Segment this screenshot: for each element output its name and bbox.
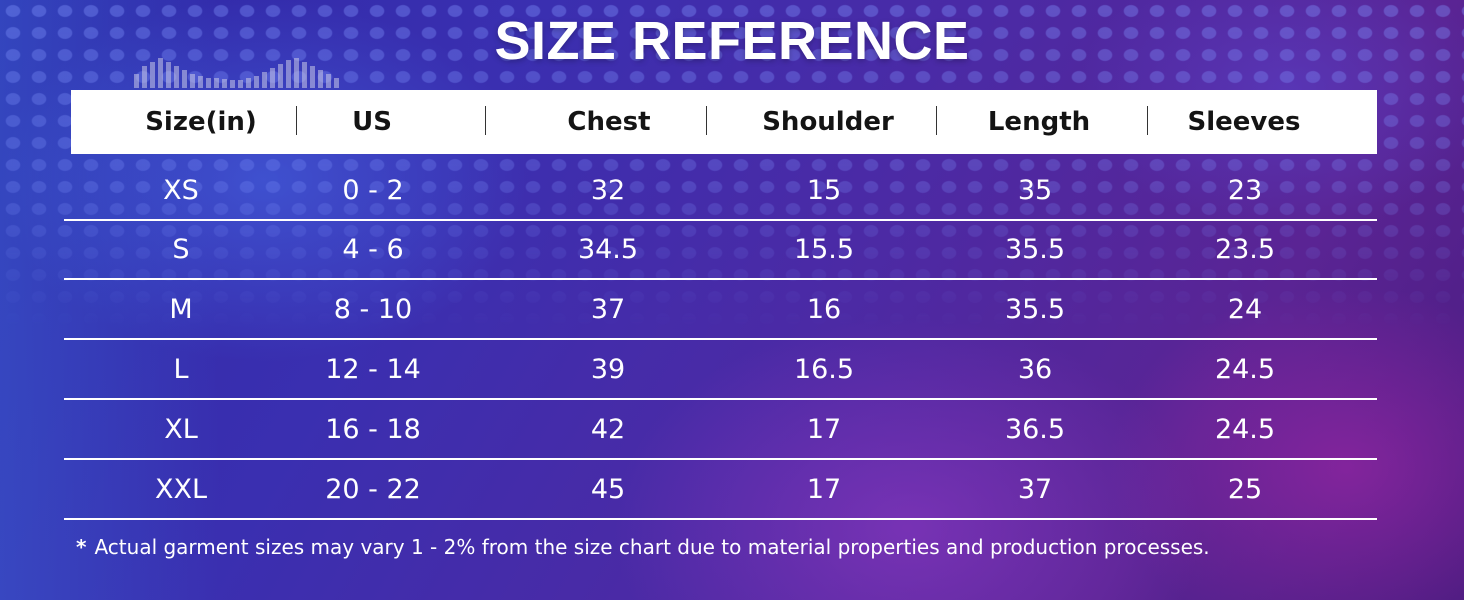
row-divider [64, 338, 1377, 340]
equalizer-bar [310, 66, 315, 88]
table-row: XL 16 - 18 42 17 36.5 24.5 [64, 402, 1377, 460]
cell-sleeves: 24 [1227, 294, 1263, 325]
cell-shoulder: 15.5 [793, 234, 855, 265]
row-divider [64, 398, 1377, 400]
equalizer-bar [246, 78, 251, 88]
cell-us: 4 - 6 [342, 234, 404, 265]
cell-size: XS [163, 175, 199, 206]
cell-us: 20 - 22 [325, 474, 421, 505]
header-shoulder: Shoulder [762, 107, 894, 137]
header-sleeves: Sleeves [1187, 107, 1301, 137]
equalizer-bar [278, 64, 283, 88]
equalizer-bar [142, 66, 147, 88]
table-row: M 8 - 10 37 16 35.5 24 [64, 282, 1377, 340]
cell-sleeves: 24.5 [1214, 354, 1276, 385]
header-divider [706, 106, 707, 135]
equalizer-bar [286, 60, 291, 88]
equalizer-bar [270, 68, 275, 88]
table-row: L 12 - 14 39 16.5 36 24.5 [64, 342, 1377, 400]
equalizer-bar [198, 76, 203, 88]
cell-length: 35.5 [1004, 234, 1066, 265]
equalizer-bar [254, 76, 259, 88]
row-divider [64, 278, 1377, 280]
cell-chest: 42 [590, 414, 626, 445]
equalizer-bar [238, 80, 243, 88]
cell-size: M [169, 294, 193, 325]
cell-length: 35 [1017, 175, 1053, 206]
header-divider [485, 106, 486, 135]
cell-shoulder: 16 [806, 294, 842, 325]
cell-sleeves: 23.5 [1214, 234, 1276, 265]
row-divider [64, 518, 1377, 520]
table-row: XS 0 - 2 32 15 35 23 [64, 163, 1377, 221]
cell-length: 37 [1017, 474, 1053, 505]
cell-us: 0 - 2 [342, 175, 404, 206]
equalizer-bar [334, 78, 339, 88]
table-row: S 4 - 6 34.5 15.5 35.5 23.5 [64, 222, 1377, 280]
equalizer-bar [214, 78, 219, 88]
cell-shoulder: 16.5 [793, 354, 855, 385]
cell-chest: 45 [590, 474, 626, 505]
header-divider [1147, 106, 1148, 135]
footnote: * Actual garment sizes may vary 1 - 2% fr… [76, 535, 1210, 559]
table-row: XXL 20 - 22 45 17 37 25 [64, 462, 1377, 520]
cell-chest: 39 [590, 354, 626, 385]
table-header: Size(in) US Chest Shoulder Length Sleeve… [71, 90, 1377, 154]
equalizer-bar [150, 62, 155, 88]
equalizer-bar [166, 62, 171, 88]
cell-us: 16 - 18 [325, 414, 421, 445]
cell-length: 35.5 [1004, 294, 1066, 325]
header-length: Length [987, 107, 1091, 137]
header-us: US [352, 107, 392, 137]
cell-chest: 37 [590, 294, 626, 325]
footnote-text: Actual garment sizes may vary 1 - 2% fro… [94, 535, 1210, 559]
header-chest: Chest [567, 107, 651, 137]
cell-size: L [173, 354, 189, 385]
cell-shoulder: 17 [806, 414, 842, 445]
cell-us: 12 - 14 [325, 354, 421, 385]
page-title: SIZE REFERENCE [494, 11, 970, 71]
cell-size: XL [164, 414, 198, 445]
equalizer-bar [230, 80, 235, 88]
cell-size: S [172, 234, 190, 265]
dot-pattern-decoration [0, 0, 1464, 330]
equalizer-bar [190, 74, 195, 88]
cell-sleeves: 24.5 [1214, 414, 1276, 445]
header-size: Size(in) [145, 107, 257, 137]
cell-shoulder: 15 [806, 175, 842, 206]
equalizer-bar [326, 74, 331, 88]
cell-chest: 32 [590, 175, 626, 206]
cell-us: 8 - 10 [333, 294, 413, 325]
header-divider [936, 106, 937, 135]
equalizer-decoration [134, 56, 339, 88]
cell-shoulder: 17 [806, 474, 842, 505]
equalizer-bar [294, 58, 299, 88]
equalizer-bar [222, 79, 227, 88]
cell-sleeves: 23 [1227, 175, 1263, 206]
footnote-marker: * [76, 535, 87, 559]
equalizer-bar [174, 66, 179, 88]
cell-length: 36.5 [1004, 414, 1066, 445]
cell-chest: 34.5 [577, 234, 639, 265]
equalizer-bar [182, 70, 187, 88]
equalizer-bar [134, 74, 139, 88]
equalizer-bar [302, 62, 307, 88]
equalizer-bar [318, 70, 323, 88]
cell-size: XXL [154, 474, 208, 505]
row-divider [64, 458, 1377, 460]
equalizer-bar [206, 78, 211, 88]
row-divider [64, 219, 1377, 221]
equalizer-bar [158, 58, 163, 88]
cell-sleeves: 25 [1227, 474, 1263, 505]
cell-length: 36 [1017, 354, 1053, 385]
equalizer-bar [262, 72, 267, 88]
header-divider [296, 106, 297, 135]
